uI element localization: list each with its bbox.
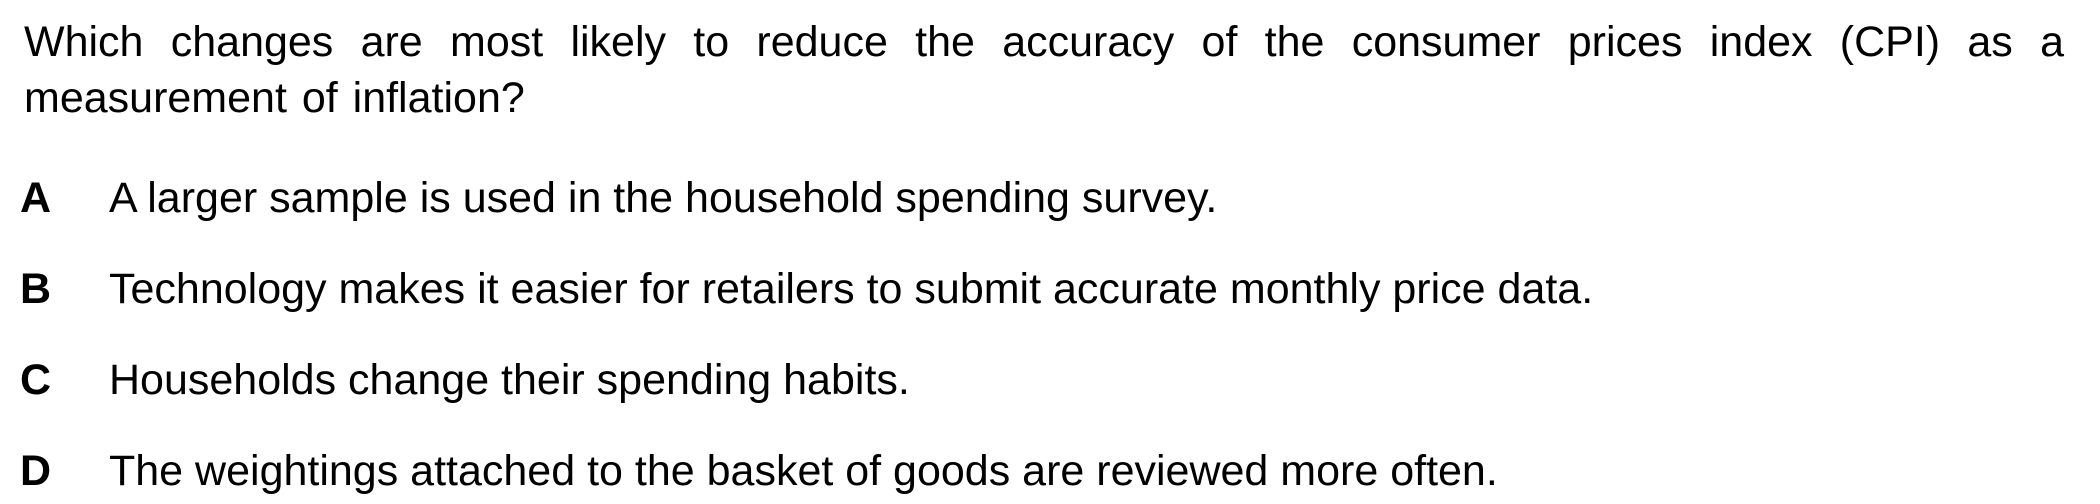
option-d[interactable]: D The weightings attached to the basket … [0,441,2100,501]
option-text: Households change their spending habits. [109,356,910,404]
option-b[interactable]: B Technology makes it easier for retaile… [0,259,2100,319]
option-letter: A [20,174,52,222]
option-c[interactable]: C Households change their spending habit… [0,350,2100,410]
question-text: Which changes are most likely to reduce … [24,18,2064,122]
option-letter: B [20,265,52,313]
option-a[interactable]: A A larger sample is used in the househo… [0,168,2100,228]
option-text: A larger sample is used in the household… [109,174,1218,222]
option-text: The weightings attached to the basket of… [109,447,1498,495]
option-letter: D [20,447,52,495]
option-text: Technology makes it easier for retailers… [109,265,1594,313]
option-letter: C [20,356,52,404]
